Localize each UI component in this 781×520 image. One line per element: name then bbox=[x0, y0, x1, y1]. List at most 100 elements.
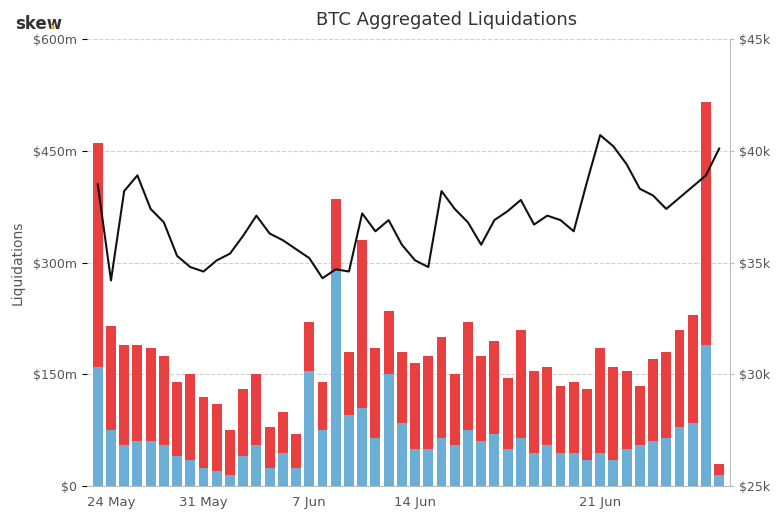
Bar bbox=[608, 460, 619, 486]
Bar bbox=[569, 452, 579, 486]
Bar bbox=[542, 367, 552, 445]
Bar bbox=[370, 348, 380, 438]
Text: skew: skew bbox=[16, 15, 62, 33]
Bar bbox=[344, 415, 354, 486]
Bar bbox=[516, 330, 526, 438]
Bar bbox=[119, 345, 129, 445]
Bar bbox=[212, 404, 222, 471]
Bar bbox=[383, 311, 394, 374]
Bar bbox=[278, 452, 288, 486]
Bar bbox=[397, 423, 407, 486]
Bar bbox=[305, 322, 314, 371]
Bar bbox=[172, 382, 182, 457]
Bar bbox=[423, 356, 433, 449]
Bar bbox=[251, 445, 262, 486]
Bar bbox=[159, 445, 169, 486]
Bar bbox=[225, 430, 235, 475]
Bar bbox=[185, 460, 195, 486]
Text: .: . bbox=[49, 14, 56, 33]
Bar bbox=[370, 438, 380, 486]
Bar bbox=[635, 385, 645, 445]
Bar bbox=[357, 240, 367, 408]
Bar bbox=[106, 430, 116, 486]
Bar bbox=[582, 460, 592, 486]
Bar bbox=[476, 356, 486, 441]
Bar bbox=[238, 389, 248, 457]
Bar bbox=[648, 359, 658, 441]
Bar bbox=[622, 371, 632, 449]
Bar bbox=[688, 315, 697, 423]
Bar bbox=[595, 348, 605, 452]
Bar bbox=[675, 330, 684, 426]
Bar bbox=[238, 457, 248, 486]
Bar bbox=[529, 452, 539, 486]
Bar bbox=[714, 464, 724, 475]
Bar bbox=[675, 426, 684, 486]
Bar bbox=[410, 449, 420, 486]
Bar bbox=[490, 341, 499, 434]
Bar bbox=[582, 389, 592, 460]
Bar bbox=[119, 445, 129, 486]
Bar bbox=[450, 445, 460, 486]
Bar bbox=[595, 452, 605, 486]
Bar bbox=[265, 467, 275, 486]
Bar bbox=[437, 337, 447, 438]
Bar bbox=[701, 345, 711, 486]
Bar bbox=[450, 374, 460, 445]
Bar bbox=[185, 374, 195, 460]
Bar bbox=[476, 441, 486, 486]
Bar bbox=[133, 345, 142, 441]
Bar bbox=[331, 199, 341, 270]
Bar bbox=[503, 449, 512, 486]
Bar bbox=[714, 475, 724, 486]
Bar bbox=[383, 374, 394, 486]
Bar bbox=[318, 430, 327, 486]
Bar bbox=[93, 144, 103, 367]
Bar bbox=[608, 367, 619, 460]
Bar bbox=[305, 371, 314, 486]
Bar bbox=[555, 452, 565, 486]
Bar bbox=[291, 467, 301, 486]
Bar bbox=[503, 378, 512, 449]
Bar bbox=[397, 352, 407, 423]
Bar bbox=[133, 441, 142, 486]
Bar bbox=[423, 449, 433, 486]
Bar bbox=[265, 426, 275, 467]
Y-axis label: Liquidations: Liquidations bbox=[11, 220, 25, 305]
Bar bbox=[93, 367, 103, 486]
Bar bbox=[278, 412, 288, 452]
Bar bbox=[555, 385, 565, 452]
Bar bbox=[648, 441, 658, 486]
Bar bbox=[516, 438, 526, 486]
Bar bbox=[569, 382, 579, 452]
Bar bbox=[542, 445, 552, 486]
Bar bbox=[291, 434, 301, 467]
Bar bbox=[662, 352, 671, 438]
Bar bbox=[318, 382, 327, 430]
Bar bbox=[159, 356, 169, 445]
Bar bbox=[529, 371, 539, 452]
Bar bbox=[463, 322, 473, 430]
Bar bbox=[622, 449, 632, 486]
Bar bbox=[344, 352, 354, 415]
Bar bbox=[331, 270, 341, 486]
Bar bbox=[251, 374, 262, 445]
Bar bbox=[357, 408, 367, 486]
Bar bbox=[437, 438, 447, 486]
Bar bbox=[225, 475, 235, 486]
Bar bbox=[635, 445, 645, 486]
Bar bbox=[198, 397, 209, 467]
Bar bbox=[198, 467, 209, 486]
Bar bbox=[106, 326, 116, 430]
Bar bbox=[146, 441, 155, 486]
Bar bbox=[172, 457, 182, 486]
Bar bbox=[490, 434, 499, 486]
Bar bbox=[688, 423, 697, 486]
Bar bbox=[662, 438, 671, 486]
Bar bbox=[212, 471, 222, 486]
Bar bbox=[701, 102, 711, 345]
Bar bbox=[410, 363, 420, 449]
Bar bbox=[146, 348, 155, 441]
Title: BTC Aggregated Liquidations: BTC Aggregated Liquidations bbox=[316, 11, 578, 29]
Bar bbox=[463, 430, 473, 486]
